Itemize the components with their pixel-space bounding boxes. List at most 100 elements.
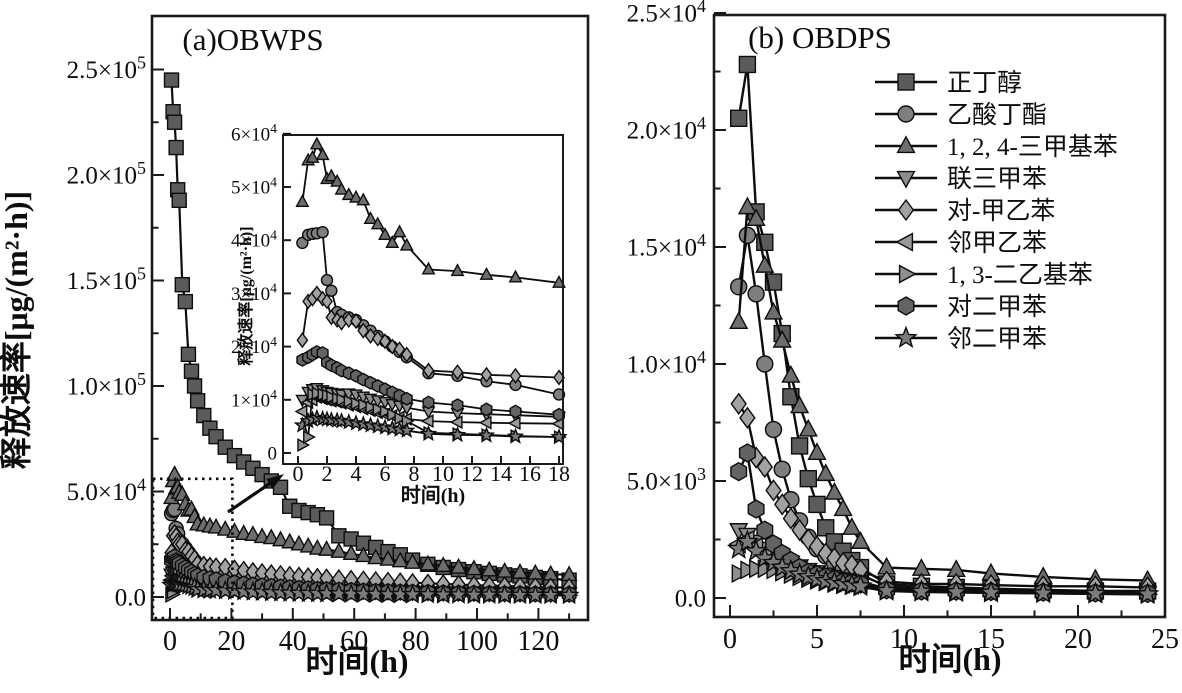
p-xylene-marker-hexagon-icon — [451, 398, 464, 413]
13-diethylbenzene-marker-triangle-right-icon — [394, 411, 408, 426]
x-tick-label: 100 — [456, 626, 498, 657]
124-trimethylbenzene-marker-triangle-up-icon — [363, 211, 378, 225]
124-trimethylbenzene-marker-triangle-up-icon — [807, 442, 827, 461]
butyl-acetate-marker-circle-icon — [730, 278, 748, 296]
13-diethylbenzene-marker-triangle-right-icon — [749, 559, 767, 579]
p-xylene-marker-hexagon-icon — [897, 296, 915, 316]
n-butanol-marker-square-icon — [196, 407, 212, 424]
series-panel-b-p-methylethylbenzene — [730, 392, 1156, 599]
o-xylene-marker-star-icon — [944, 579, 968, 603]
124-trimethylbenzene-marker-triangle-up-icon — [299, 536, 317, 553]
x-tick-label: 12 — [461, 461, 483, 486]
panel-a-inset-ticks — [283, 132, 560, 464]
124-trimethylbenzene-marker-triangle-up-icon — [399, 237, 414, 251]
n-butanol-marker-square-icon — [790, 437, 809, 455]
butyl-acetate-marker-circle-icon — [773, 460, 791, 478]
124-trimethylbenzene-marker-triangle-up-icon — [379, 549, 397, 566]
n-butanol-marker-square-icon — [189, 393, 206, 409]
y-tick-label: 0.0 — [675, 586, 706, 613]
y-tick-label: 1.0×104 — [627, 347, 706, 379]
series-panel-a-inset-124-trimethylbenzene — [295, 136, 566, 288]
x-tick-label: 14 — [490, 461, 512, 486]
p-xylene-marker-hexagon-icon — [747, 499, 765, 519]
p-xylene-marker-hexagon-icon — [422, 395, 435, 410]
p-methylethylbenzene-marker-diamond-icon — [897, 198, 915, 222]
panel-a-inset-x-axis-label: 时间(h) — [401, 484, 465, 507]
n-butanol-marker-square-icon — [897, 73, 915, 91]
butyl-acetate-marker-circle-icon — [320, 273, 334, 287]
butyl-acetate-marker-circle-icon — [747, 285, 765, 303]
124-trimethylbenzene-marker-triangle-up-icon — [271, 530, 290, 547]
y-tick-label: 1.5×105 — [67, 264, 146, 296]
o-xylene-marker-star-icon — [550, 427, 568, 445]
x-tick-label: 0 — [293, 461, 304, 486]
124-trimethylbenzene-marker-triangle-up-icon — [763, 301, 784, 320]
124-trimethylbenzene-marker-triangle-up-icon — [244, 525, 262, 542]
y-tick-label: 0.0 — [115, 585, 146, 612]
x-tick-label: 10 — [432, 461, 454, 486]
y-tick-label: 2.5×104 — [627, 0, 706, 28]
panel-a-ticks — [152, 68, 571, 620]
124-trimethylbenzene-marker-triangle-up-icon — [225, 522, 243, 538]
p-methylethylbenzene-marker-diamond-icon — [509, 367, 522, 384]
124-trimethylbenzene-marker-triangle-up-icon — [781, 365, 801, 383]
legend-item-o-xylene: 邻二甲苯 — [875, 325, 1047, 353]
124-trimethylbenzene-marker-triangle-up-icon — [798, 418, 818, 437]
124-trimethylbenzene-marker-triangle-up-icon — [309, 136, 324, 150]
124-trimethylbenzene-marker-triangle-up-icon — [450, 263, 465, 277]
124-trimethylbenzene-marker-triangle-up-icon — [216, 519, 234, 536]
panel-a-inset: 0 2 4 6 8 10 12 14 16 1801×1042×1043×1044×1045×10… — [231, 121, 570, 507]
y-tick-label: 0 — [268, 443, 278, 464]
p-methylethylbenzene-marker-diamond-icon — [730, 392, 747, 415]
124-trimethylbenzene-marker-triangle-up-icon — [262, 528, 280, 545]
n-butanol-marker-square-icon — [180, 346, 197, 363]
13-diethylbenzene-marker-triangle-right-icon — [898, 264, 917, 284]
x-tick-label: 0 — [163, 626, 177, 657]
p-xylene-marker-hexagon-icon — [509, 404, 522, 419]
p-methylethylbenzene-marker-diamond-icon — [480, 366, 493, 383]
y-tick-label: 2.5×105 — [67, 53, 146, 85]
124-trimethylbenzene-marker-triangle-up-icon — [349, 189, 363, 203]
legend-label: 乙酸丁酯 — [947, 101, 1047, 129]
o-xylene-marker-star-icon — [735, 529, 760, 552]
panel-a-x-axis-label: 时间(h) — [305, 643, 408, 679]
124-trimethylbenzene-marker-triangle-up-icon — [281, 532, 299, 549]
x-tick-label: 120 — [517, 626, 559, 657]
o-xylene-marker-star-icon — [506, 427, 525, 444]
y-tick-label: 2×104 — [231, 334, 277, 358]
p-methylethylbenzene-marker-diamond-icon — [400, 346, 413, 363]
p-methylethylbenzene-marker-diamond-icon — [296, 332, 309, 349]
124-trimethylbenzene-marker-triangle-up-icon — [367, 548, 385, 565]
124-trimethylbenzene-marker-triangle-up-icon — [305, 149, 320, 163]
p-methylethylbenzene-marker-diamond-icon — [350, 313, 362, 330]
13-diethylbenzene-marker-triangle-right-icon — [336, 392, 350, 407]
n-butanol-marker-square-icon — [186, 378, 203, 394]
n-butanol-marker-square-icon — [166, 114, 183, 130]
y-tick-label: 5.0×103 — [627, 464, 706, 496]
n-butanol-marker-square-icon — [808, 495, 826, 514]
panel-b-tick-labels: 0 5 10 15 20 25 0.0 5.0×103 1.0×104 1.5×104 2.0×10… — [627, 0, 1179, 655]
124-trimethylbenzene-marker-triangle-up-icon — [419, 554, 437, 571]
legend-label: 正丁醇 — [947, 69, 1022, 97]
n-butanol-marker-square-icon — [738, 55, 757, 74]
124-trimethylbenzene-marker-triangle-up-icon — [370, 216, 385, 230]
o-xylene-marker-star-icon — [1031, 580, 1055, 604]
legend-item-o-methylethylbenzene: 邻甲乙苯 — [875, 229, 1047, 257]
zoom-arrow-icon — [227, 474, 284, 514]
124-trimethylbenzene-marker-triangle-up-icon — [479, 266, 494, 280]
butyl-acetate-marker-circle-icon — [316, 226, 329, 239]
13-diethylbenzene-marker-triangle-right-icon — [365, 400, 379, 415]
o-xylene-marker-star-icon — [1135, 581, 1160, 605]
legend-label: 邻甲乙苯 — [947, 229, 1047, 257]
124-trimethylbenzene-marker-triangle-up-icon — [207, 517, 225, 534]
p-xylene-marker-hexagon-icon — [756, 520, 774, 540]
o-methylethylbenzene-marker-triangle-left-icon — [507, 416, 521, 431]
x-tick-label: 5 — [810, 624, 824, 655]
n-butanol-marker-square-icon — [168, 139, 184, 156]
legend-label: 联三甲苯 — [947, 165, 1047, 193]
124-trimethylbenzene-marker-triangle-up-icon — [342, 544, 360, 561]
o-xylene-marker-star-icon — [979, 580, 1003, 603]
124-trimethylbenzene-marker-triangle-up-icon — [842, 517, 862, 535]
